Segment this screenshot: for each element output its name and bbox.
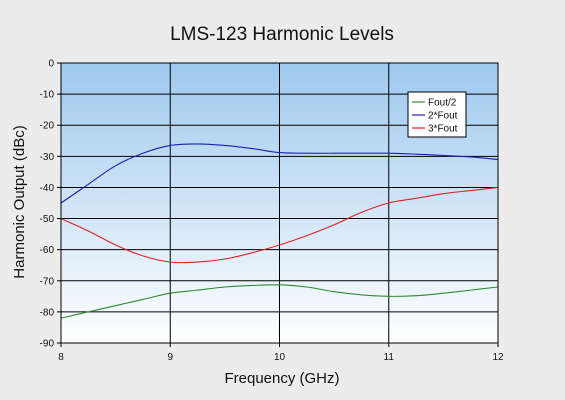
x-axis-ticks: 8 9 10 11 12 <box>58 343 504 363</box>
y-tick-label: -60 <box>40 245 55 256</box>
plot-border <box>60 62 499 344</box>
legend: Fout/2 2*Fout 3*Fout <box>407 91 467 138</box>
y-tick-label: -70 <box>40 276 55 287</box>
chart-title: LMS-123 Harmonic Levels <box>170 24 394 45</box>
x-tick-label: 9 <box>167 352 173 363</box>
legend-label-3-fout: 3*Fout <box>428 124 458 135</box>
legend-label-fout-2: Fout/2 <box>428 98 457 109</box>
x-tick-label: 8 <box>58 352 64 363</box>
y-tick-label: -20 <box>40 121 55 132</box>
series-line-3-fout <box>60 186 499 264</box>
series-lines <box>60 143 499 319</box>
y-tick-label: -80 <box>40 307 55 318</box>
series-line-fout-2 <box>60 284 499 319</box>
y-tick-label: -40 <box>40 183 55 194</box>
y-tick-label: -10 <box>40 90 55 101</box>
y-axis-label: Harmonic Output (dBc) <box>11 125 28 278</box>
y-tick-label: -50 <box>40 214 55 225</box>
x-tick-label: 12 <box>492 352 504 363</box>
y-tick-label: -30 <box>40 152 55 163</box>
x-tick-label: 11 <box>384 352 395 363</box>
x-axis-label: Frequency (GHz) <box>224 370 339 387</box>
series-line-2-fout <box>60 143 499 204</box>
legend-label-2-fout: 2*Fout <box>428 111 458 122</box>
x-tick-label: 10 <box>274 352 286 363</box>
y-tick-label: -90 <box>40 339 55 350</box>
y-axis-ticks: 0 -10 -20 -30 -40 -50 -60 -70 -80 -90 <box>40 59 61 350</box>
y-tick-label: 0 <box>48 59 54 70</box>
